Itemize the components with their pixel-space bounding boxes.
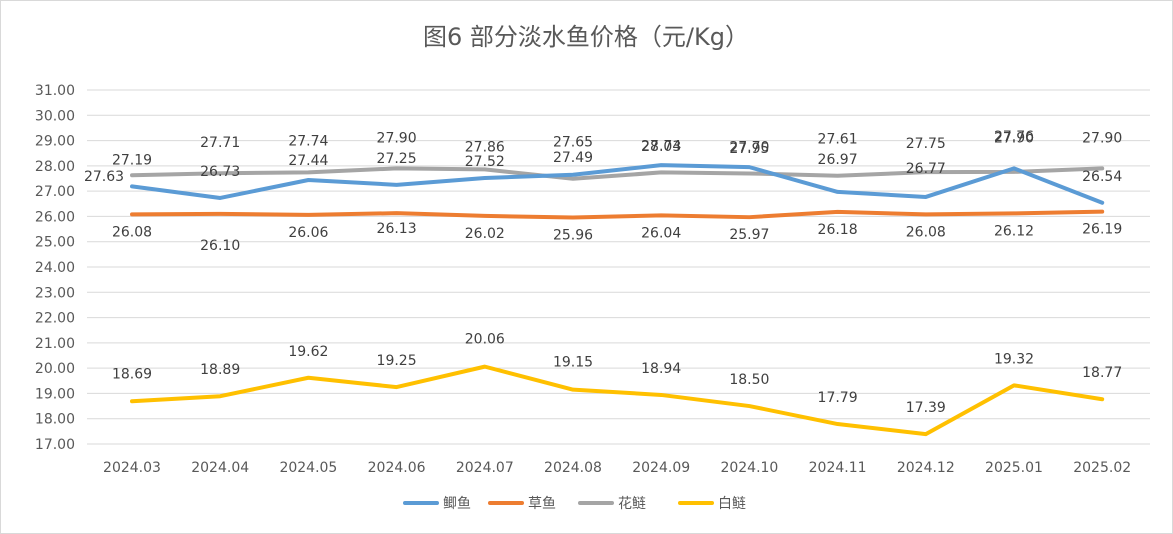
data-label: 26.13: [377, 221, 417, 237]
data-label: 20.06: [465, 332, 505, 348]
data-label: 27.65: [553, 135, 593, 151]
data-label: 27.90: [1082, 130, 1122, 146]
data-label: 26.06: [288, 225, 328, 241]
data-label: 27.61: [818, 132, 858, 148]
legend-label: 鲫鱼: [443, 495, 471, 512]
data-label: 27.71: [200, 135, 240, 151]
y-tick-label: 24.00: [35, 260, 75, 276]
data-label: 27.74: [641, 138, 681, 154]
x-tick-label: 2025.02: [1073, 460, 1131, 476]
data-label: 26.18: [818, 222, 858, 238]
y-tick-label: 27.00: [35, 184, 75, 200]
x-tick-label: 2024.10: [720, 460, 778, 476]
y-tick-label: 22.00: [35, 311, 75, 327]
data-labels: 27.19 26.73 27.44 27.25 27.52 27.65 28.03 27.95…: [84, 129, 1122, 416]
data-label: 26.19: [1082, 222, 1122, 238]
data-label: 19.15: [553, 355, 593, 371]
data-label: 18.89: [200, 362, 240, 378]
data-label: 27.49: [553, 150, 593, 166]
x-tick-label: 2024.05: [279, 460, 337, 476]
data-label: 26.04: [641, 225, 681, 241]
data-label: 27.74: [288, 133, 328, 149]
y-tick-label: 21.00: [35, 336, 75, 352]
x-tick-label: 2024.06: [368, 460, 426, 476]
series-line-草鱼: [130, 209, 1105, 220]
data-label: 19.32: [994, 351, 1034, 367]
y-tick-label: 20.00: [35, 361, 75, 377]
y-tick-label: 30.00: [35, 108, 75, 124]
data-label: 27.70: [729, 139, 769, 155]
y-tick-label: 23.00: [35, 285, 75, 301]
x-tick-label: 2024.09: [632, 460, 690, 476]
chart-title: 图6 部分淡水鱼价格（元/Kg）: [423, 23, 749, 51]
y-axis: 17.00 18.00 19.00 20.00 21.00 22.00 23.00 24.00…: [35, 83, 75, 453]
data-label: 27.75: [906, 136, 946, 152]
data-label: 27.63: [84, 169, 124, 185]
x-tick-label: 2025.01: [985, 460, 1043, 476]
data-label: 27.44: [288, 153, 328, 169]
data-label: 25.97: [729, 227, 769, 243]
x-tick-label: 2024.12: [897, 460, 955, 476]
data-label: 25.96: [553, 227, 593, 243]
data-label: 28.03: [641, 139, 681, 155]
y-tick-label: 26.00: [35, 209, 75, 225]
data-label: 19.25: [377, 353, 417, 369]
data-label: 27.86: [465, 139, 505, 155]
data-label: 18.94: [641, 361, 681, 377]
data-label: 17.39: [906, 400, 946, 416]
legend-label: 草鱼: [528, 495, 556, 512]
y-tick-label: 18.00: [35, 412, 75, 428]
x-tick-label: 2024.11: [809, 460, 867, 476]
legend-label: 白鲢: [718, 496, 746, 512]
data-label: 27.19: [112, 152, 152, 168]
data-label: 27.52: [465, 154, 505, 170]
y-tick-label: 19.00: [35, 386, 75, 402]
data-label: 18.50: [729, 372, 769, 388]
data-label: 17.79: [818, 390, 858, 406]
series-line-白鲢: [130, 364, 1105, 437]
data-label: 18.77: [1082, 365, 1122, 381]
y-tick-label: 28.00: [35, 159, 75, 175]
legend-label: 花鲢: [618, 496, 646, 512]
data-label: 26.08: [112, 224, 152, 240]
series-lines: [130, 163, 1105, 437]
y-tick-label: 31.00: [35, 83, 75, 99]
data-label: 18.69: [112, 366, 152, 382]
x-tick-label: 2024.04: [191, 460, 249, 476]
data-label: 27.95: [729, 141, 769, 157]
x-tick-label: 2024.03: [103, 460, 161, 476]
data-label: 19.62: [288, 344, 328, 360]
data-label: 27.90: [377, 130, 417, 146]
data-label: 26.10: [200, 238, 240, 254]
x-tick-label: 2024.07: [456, 460, 514, 476]
data-label: 26.08: [906, 224, 946, 240]
data-label: 26.77: [906, 161, 946, 177]
x-axis: 2024.03 2024.04 2024.05 2024.06 2024.07 2024.…: [103, 460, 1131, 476]
data-label: 26.54: [1082, 169, 1122, 185]
data-label: 27.76: [994, 129, 1034, 145]
data-label: 27.90: [994, 130, 1034, 146]
x-tick-label: 2024.08: [544, 460, 602, 476]
data-label: 26.12: [994, 223, 1034, 239]
y-tick-label: 17.00: [35, 437, 75, 453]
y-tick-label: 29.00: [35, 134, 75, 150]
data-label: 26.97: [818, 152, 858, 168]
data-label: 27.25: [377, 151, 417, 167]
series-line-花鲢: [130, 166, 1105, 181]
data-label: 26.73: [200, 164, 240, 180]
data-label: 26.02: [465, 226, 505, 242]
y-tick-label: 25.00: [35, 235, 75, 251]
legend: 鲫鱼 草鱼 花鲢 白鲢: [403, 495, 746, 512]
series-line-鲫鱼: [130, 163, 1105, 205]
